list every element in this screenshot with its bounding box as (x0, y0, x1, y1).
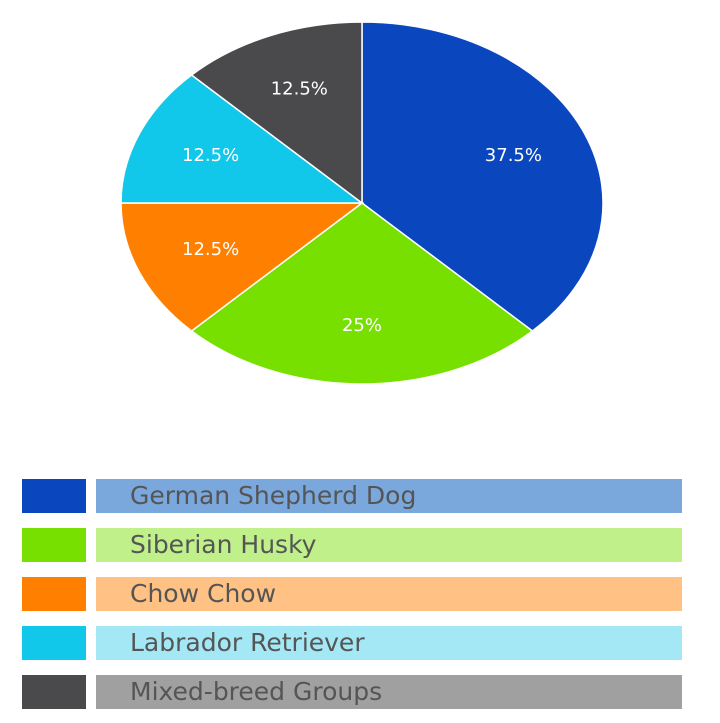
pie-slice-label-chow-chow: 12.5% (182, 239, 239, 260)
pie-slice-label-siberian-husky: 25% (342, 315, 382, 336)
pie-slice-chow-chow (120, 202, 365, 332)
pie-chart: 37.5% 25% 12.5% 12.5% 12.5% (120, 21, 604, 385)
pie-slice-label-labrador-retriever: 12.5% (182, 145, 239, 166)
legend-label-german-shepherd: German Shepherd Dog (96, 479, 682, 513)
pie-slices (120, 21, 604, 385)
pie-slice-labrador-retriever (120, 74, 365, 204)
legend-label-labrador-retriever: Labrador Retriever (96, 626, 682, 660)
pie-slice-labels: 37.5% 25% 12.5% 12.5% 12.5% (182, 78, 542, 336)
legend-label-chow-chow: Chow Chow (96, 577, 682, 611)
legend: German Shepherd Dog Siberian Husky Chow … (22, 478, 682, 723)
legend-swatch-mixed-breed (22, 675, 86, 709)
legend-item-chow-chow: Chow Chow (22, 576, 682, 612)
legend-swatch-german-shepherd (22, 479, 86, 513)
pie-slice-label-german-shepherd: 37.5% (485, 145, 542, 166)
pie-slice-german-shepherd (361, 21, 604, 332)
legend-item-siberian-husky: Siberian Husky (22, 527, 682, 563)
legend-item-mixed-breed: Mixed-breed Groups (22, 674, 682, 710)
legend-swatch-siberian-husky (22, 528, 86, 562)
legend-item-german-shepherd: German Shepherd Dog (22, 478, 682, 514)
legend-item-labrador-retriever: Labrador Retriever (22, 625, 682, 661)
pie-slice-siberian-husky (190, 202, 534, 385)
legend-swatch-labrador-retriever (22, 626, 86, 660)
legend-label-mixed-breed: Mixed-breed Groups (96, 675, 682, 709)
pie-slice-mixed-breed (190, 21, 363, 205)
pie-slice-label-mixed-breed: 12.5% (271, 78, 328, 99)
legend-label-siberian-husky: Siberian Husky (96, 528, 682, 562)
legend-swatch-chow-chow (22, 577, 86, 611)
